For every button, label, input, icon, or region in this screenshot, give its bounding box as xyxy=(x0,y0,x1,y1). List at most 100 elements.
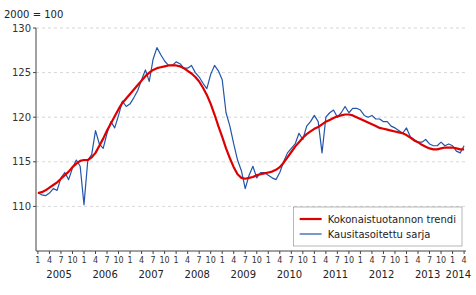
x-tick-label: 7 xyxy=(243,256,248,265)
x-tick-label: 1 xyxy=(266,256,271,265)
x-tick-label: 4 xyxy=(231,256,236,265)
x-tick xyxy=(187,251,188,254)
y-tick-label: 120 xyxy=(12,112,31,123)
x-tick-label: 10 xyxy=(436,256,446,265)
x-tick-label: 7 xyxy=(104,256,109,265)
plot-area xyxy=(38,48,464,205)
year-label: 2012 xyxy=(369,269,394,280)
x-tick xyxy=(279,251,280,254)
legend: Kokonaistuotannon trendiKausitasoitettu … xyxy=(294,207,462,246)
year-label: 2005 xyxy=(46,269,71,280)
x-tick-label: 7 xyxy=(289,256,294,265)
x-tick-label: 10 xyxy=(113,256,123,265)
x-tick xyxy=(441,251,442,254)
x-tick xyxy=(83,251,84,254)
x-tick-label: 4 xyxy=(462,256,467,265)
x-tick xyxy=(383,251,384,254)
x-tick xyxy=(210,251,211,254)
x-tick-label: 4 xyxy=(93,256,98,265)
legend-swatch xyxy=(300,218,322,220)
x-tick xyxy=(314,251,315,254)
x-tick xyxy=(429,251,430,254)
x-tick xyxy=(325,251,326,254)
x-tick xyxy=(406,251,407,254)
x-tick-label: 7 xyxy=(151,256,156,265)
year-label: 2006 xyxy=(92,269,117,280)
x-tick-label: 4 xyxy=(185,256,190,265)
x-tick-label: 4 xyxy=(369,256,374,265)
x-tick xyxy=(302,251,303,254)
x-tick xyxy=(371,251,372,254)
x-tick-label: 1 xyxy=(450,256,455,265)
x-tick xyxy=(141,251,142,254)
x-tick-label: 7 xyxy=(58,256,63,265)
x-tick xyxy=(452,251,453,254)
x-tick xyxy=(348,251,349,254)
x-tick-label: 4 xyxy=(415,256,420,265)
x-tick xyxy=(268,251,269,254)
chart: 1101151201251301471014710147101471014710… xyxy=(0,0,476,295)
x-tick xyxy=(245,251,246,254)
x-tick-label: 7 xyxy=(197,256,202,265)
x-tick xyxy=(107,251,108,254)
series-line xyxy=(38,48,464,205)
x-tick-label: 7 xyxy=(335,256,340,265)
x-tick xyxy=(60,251,61,254)
x-tick xyxy=(291,251,292,254)
x-tick-label: 1 xyxy=(81,256,86,265)
x-tick xyxy=(164,251,165,254)
year-label: 2008 xyxy=(185,269,210,280)
x-tick xyxy=(72,251,73,254)
x-tick-label: 1 xyxy=(404,256,409,265)
x-tick-label: 10 xyxy=(67,256,77,265)
x-tick xyxy=(394,251,395,254)
y-axis xyxy=(36,28,37,251)
x-tick xyxy=(222,251,223,254)
y-axis-label: 2000 = 100 xyxy=(4,9,63,20)
year-label: 2010 xyxy=(277,269,302,280)
y-tick-label: 115 xyxy=(12,156,31,167)
x-tick-label: 1 xyxy=(220,256,225,265)
x-tick xyxy=(153,251,154,254)
series-line xyxy=(38,65,464,193)
x-tick-label: 10 xyxy=(390,256,400,265)
x-axis xyxy=(36,251,466,252)
x-tick-label: 1 xyxy=(312,256,317,265)
y-tick-label: 130 xyxy=(12,23,31,34)
y-tick-label: 125 xyxy=(12,67,31,78)
x-tick xyxy=(176,251,177,254)
x-tick xyxy=(464,251,465,254)
x-tick xyxy=(37,251,38,254)
y-tick-label: 110 xyxy=(12,201,31,212)
legend-box xyxy=(294,207,462,246)
x-tick xyxy=(95,251,96,254)
x-tick-label: 1 xyxy=(174,256,179,265)
x-tick xyxy=(337,251,338,254)
x-tick-label: 4 xyxy=(47,256,52,265)
legend-swatch xyxy=(300,233,322,234)
year-label: 2014 xyxy=(446,269,471,280)
year-label: 2009 xyxy=(231,269,256,280)
year-label: 2007 xyxy=(138,269,163,280)
x-tick xyxy=(418,251,419,254)
x-tick-label: 4 xyxy=(139,256,144,265)
x-tick-label: 10 xyxy=(298,256,308,265)
legend-label: Kokonaistuotannon trendi xyxy=(328,214,456,225)
x-tick-label: 1 xyxy=(358,256,363,265)
x-tick-label: 4 xyxy=(323,256,328,265)
grid-line xyxy=(36,72,466,73)
x-tick-label: 10 xyxy=(160,256,170,265)
x-tick xyxy=(256,251,257,254)
grid-line xyxy=(36,28,466,29)
grid-line xyxy=(36,161,466,162)
x-tick xyxy=(130,251,131,254)
x-tick-label: 10 xyxy=(344,256,354,265)
x-tick xyxy=(118,251,119,254)
x-tick xyxy=(49,251,50,254)
x-tick-label: 4 xyxy=(277,256,282,265)
year-label: 2011 xyxy=(323,269,348,280)
x-tick xyxy=(360,251,361,254)
x-tick-label: 10 xyxy=(206,256,216,265)
x-tick-label: 1 xyxy=(128,256,133,265)
x-tick xyxy=(199,251,200,254)
